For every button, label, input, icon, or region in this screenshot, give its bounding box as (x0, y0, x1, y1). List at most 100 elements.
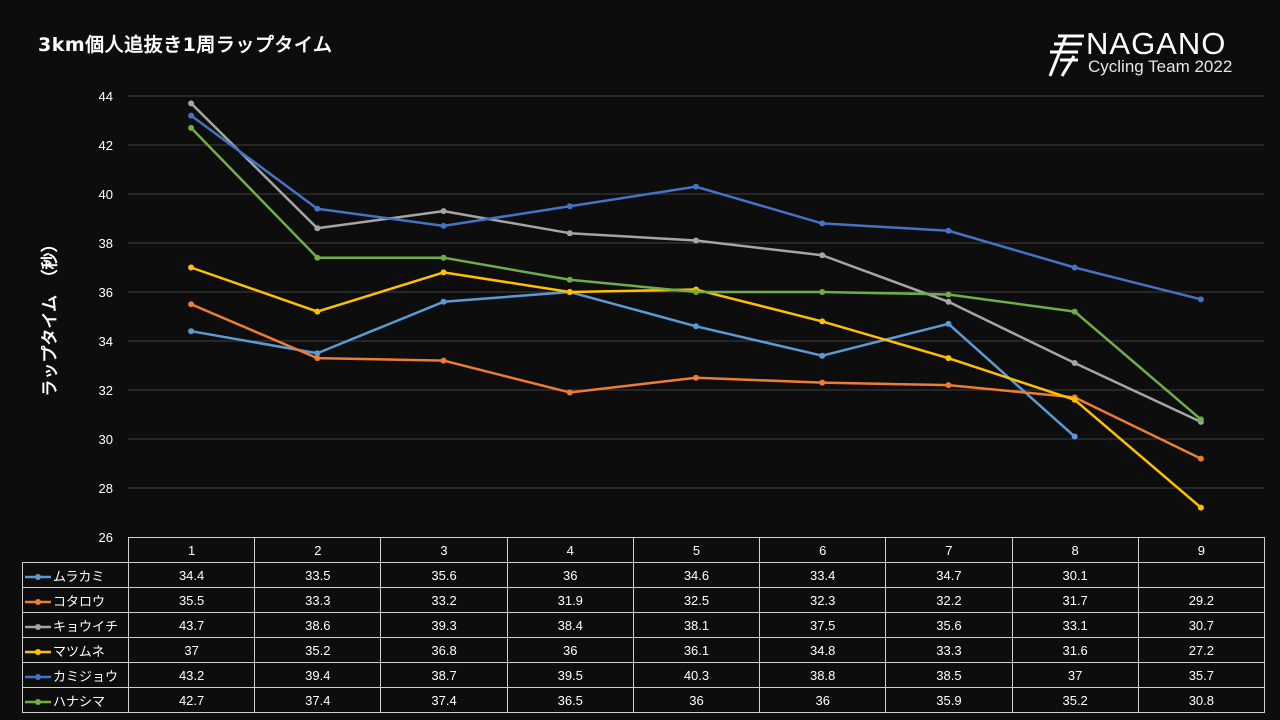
cyclist-logo-icon (1048, 34, 1084, 77)
data-point (566, 289, 573, 295)
data-point (188, 301, 195, 308)
team-logo: NAGANO Cycling Team 2022 (1040, 26, 1270, 82)
table-cell: 35.6 (380, 562, 508, 588)
data-point (314, 355, 321, 362)
table-cell: 36.1 (632, 637, 761, 663)
table-cell: 37.4 (380, 687, 508, 713)
data-point (945, 298, 952, 305)
legend-entry: キョウイチ (22, 612, 129, 638)
legend-label: キョウイチ (53, 618, 119, 634)
logo-brand-text: NAGANO (1086, 26, 1227, 61)
data-point (440, 208, 447, 215)
table-cell: 37.4 (254, 687, 382, 713)
table-row: ハナシマ 42.7 37.4 37.4 36.5 36 36 35.9 35.2 30.8 (22, 687, 1265, 713)
data-point (314, 225, 321, 232)
series-line-5 (190, 114, 1202, 301)
legend-key-icon (25, 674, 51, 681)
table-cell: 30.1 (1011, 562, 1139, 588)
data-point (440, 298, 447, 305)
data-point (188, 264, 195, 271)
table-cell: 33.3 (885, 637, 1013, 663)
table-cell: 39.4 (254, 662, 382, 688)
legend-key-icon (25, 624, 51, 631)
table-row: キョウイチ 43.7 38.6 39.3 38.4 38.1 37.5 35.6 33.1 30.… (22, 612, 1265, 638)
chart-title: 3km個人追抜き1周ラップタイム (38, 34, 333, 56)
y-tick-label: 30 (99, 432, 113, 447)
data-point (566, 276, 573, 283)
legend-key-icon (25, 649, 51, 656)
table-cell: 42.7 (127, 687, 256, 713)
data-point (1071, 396, 1078, 403)
data-point (945, 227, 952, 234)
table-cell: 34.7 (885, 562, 1013, 588)
legend-label: マツムネ (53, 643, 105, 659)
data-point (819, 252, 826, 259)
table-cell: 33.4 (759, 562, 887, 588)
y-tick-label: 40 (99, 187, 113, 202)
table-cell: 35.2 (1011, 687, 1139, 713)
data-point (440, 269, 447, 276)
legend-label: ムラカミ (53, 568, 105, 584)
data-point (1197, 504, 1204, 511)
data-point (693, 289, 699, 295)
table-cell: 34.8 (759, 637, 887, 663)
table-row: マツムネ 37 35.2 36.8 36 36.1 34.8 33.3 31.6 27.2 (22, 637, 1265, 663)
data-point (693, 374, 699, 381)
table-row: カミジョウ 43.2 39.4 38.7 39.5 40.3 38.8 38.5 37 35.7 (22, 662, 1265, 688)
data-point (819, 289, 826, 295)
table-cell: 36 (632, 687, 761, 713)
table-cell: 29.2 (1137, 587, 1265, 613)
table-cell: 35.9 (885, 687, 1013, 713)
table-cell: 36 (506, 562, 634, 588)
x-tick-label: 1 (127, 537, 256, 563)
table-cell: 38.5 (885, 662, 1013, 688)
table-cell: 39.3 (380, 612, 508, 638)
x-tick-label: 5 (632, 537, 761, 563)
table-cell: 40.3 (632, 662, 761, 688)
legend-key-icon (25, 574, 51, 581)
data-table-body: ムラカミ 34.4 33.5 35.6 36 34.6 33.4 34.7 30.1 コタロウ 35… (22, 562, 1265, 713)
data-point (819, 352, 826, 359)
table-cell: 33.2 (380, 587, 508, 613)
data-point (693, 323, 699, 330)
y-tick-label: 36 (99, 285, 113, 300)
table-cell: 30.7 (1137, 612, 1265, 638)
table-cell: 37 (1011, 662, 1139, 688)
data-point (314, 308, 321, 315)
data-point (314, 350, 321, 357)
table-cell (1137, 562, 1265, 588)
data-point (819, 379, 826, 386)
data-point (945, 291, 952, 298)
table-cell: 37.5 (759, 612, 887, 638)
legend-key-icon (25, 599, 51, 606)
x-tick-label: 8 (1011, 537, 1139, 563)
data-point (945, 355, 952, 362)
table-cell: 32.5 (632, 587, 761, 613)
x-tick-label: 9 (1137, 537, 1265, 563)
legend-label: カミジョウ (53, 668, 119, 684)
table-cell: 38.4 (506, 612, 634, 638)
table-cell: 27.2 (1137, 637, 1265, 663)
table-cell: 36 (506, 637, 634, 663)
table-cell: 38.1 (632, 612, 761, 638)
table-cell: 35.5 (127, 587, 256, 613)
table-corner (22, 537, 129, 563)
data-point (188, 124, 195, 131)
table-cell: 31.7 (1011, 587, 1139, 613)
table-row: コタロウ 35.5 33.3 33.2 31.9 32.5 32.3 32.2 31.7 29.2 (22, 587, 1265, 613)
data-point (1071, 360, 1078, 367)
table-cell: 31.6 (1011, 637, 1139, 663)
data-point (440, 254, 447, 261)
logo-subtitle: Cycling Team 2022 (1088, 57, 1233, 76)
data-point (188, 328, 195, 335)
legend-entry: コタロウ (22, 587, 129, 613)
y-tick-label: 42 (99, 138, 113, 153)
table-cell: 38.7 (380, 662, 508, 688)
table-cell: 35.7 (1137, 662, 1265, 688)
x-tick-label: 7 (885, 537, 1013, 563)
y-tick-label: 34 (99, 334, 113, 349)
x-tick-label: 6 (759, 537, 887, 563)
data-point (1197, 416, 1204, 423)
